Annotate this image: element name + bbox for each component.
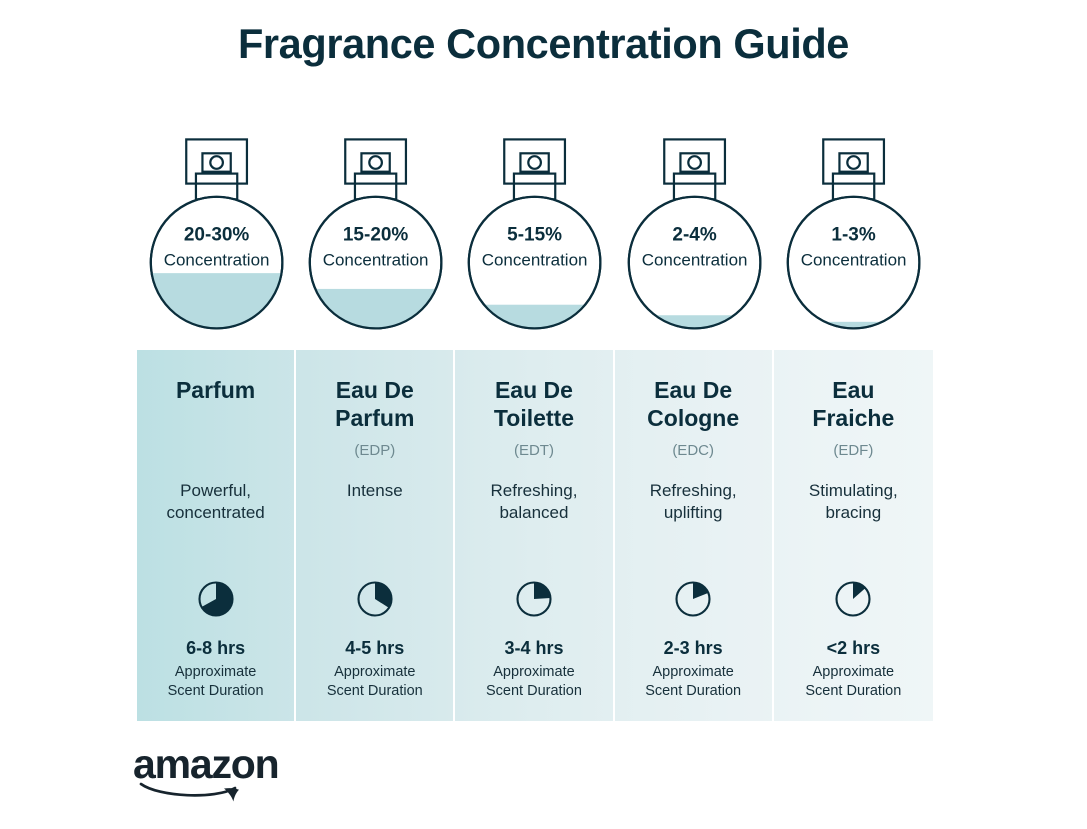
svg-text:20-30%: 20-30% bbox=[184, 225, 250, 246]
svg-text:Concentration: Concentration bbox=[164, 251, 270, 270]
svg-text:1-3%: 1-3% bbox=[831, 225, 875, 246]
svg-text:Concentration: Concentration bbox=[482, 251, 588, 270]
svg-text:Concentration: Concentration bbox=[801, 251, 907, 270]
svg-text:15-20%: 15-20% bbox=[343, 225, 409, 246]
svg-text:Concentration: Concentration bbox=[323, 251, 429, 270]
svg-text:2-4%: 2-4% bbox=[672, 225, 716, 246]
svg-text:Concentration: Concentration bbox=[641, 251, 747, 270]
svg-text:5-15%: 5-15% bbox=[508, 225, 563, 246]
